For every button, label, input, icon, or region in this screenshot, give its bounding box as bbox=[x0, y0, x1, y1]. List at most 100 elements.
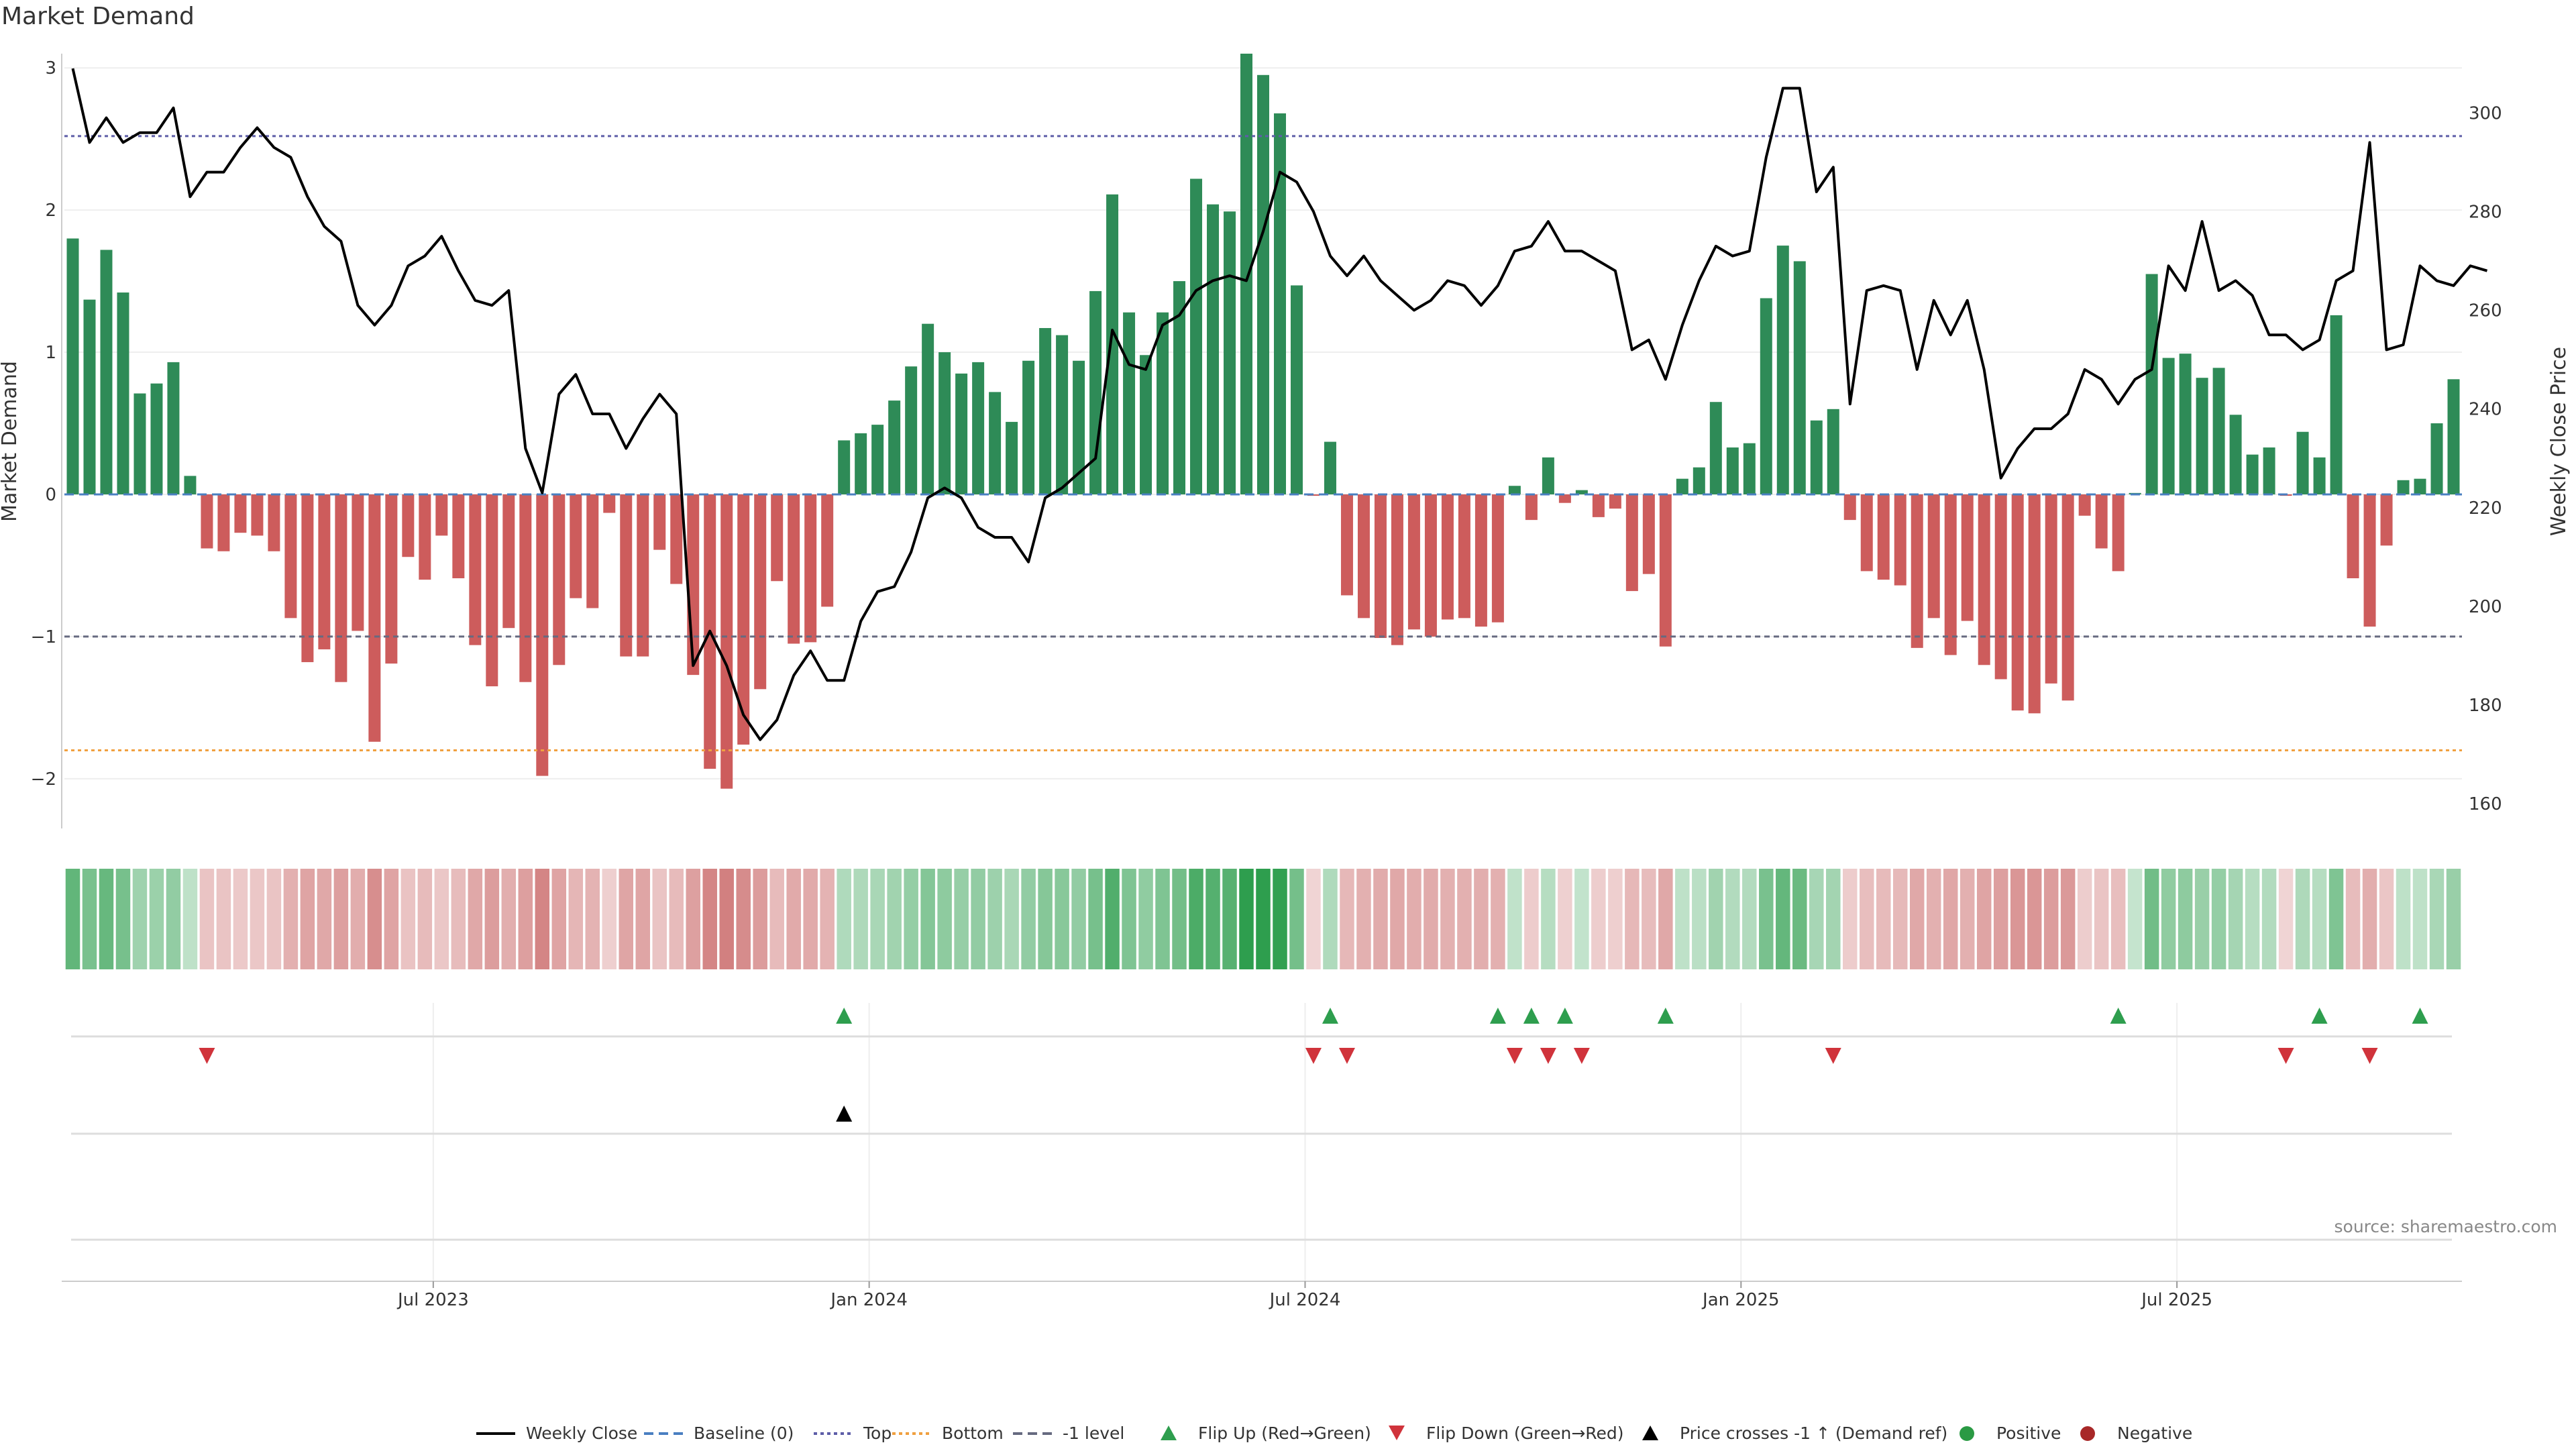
demand-bar bbox=[83, 299, 96, 494]
heat-cell bbox=[551, 869, 567, 969]
y2-tick-label: 200 bbox=[2469, 597, 2502, 617]
heat-cell bbox=[1507, 869, 1522, 969]
legend-label: Negative bbox=[2117, 1424, 2192, 1443]
demand-bar bbox=[2061, 494, 2074, 701]
demand-bar bbox=[1173, 281, 1186, 494]
heat-cell bbox=[2211, 869, 2226, 969]
y-tick-label: 2 bbox=[45, 201, 56, 221]
heat-cell bbox=[1776, 869, 1790, 969]
demand-bar bbox=[1006, 421, 1018, 494]
demand-bar bbox=[2313, 457, 2326, 494]
demand-bar bbox=[1843, 494, 1856, 521]
demand-bar bbox=[2347, 494, 2359, 579]
legend-swatch bbox=[1389, 1426, 1405, 1440]
demand-bar bbox=[2179, 354, 2192, 494]
flip-down-marker bbox=[199, 1048, 215, 1064]
heat-cell bbox=[333, 869, 349, 969]
y2-tick-label: 160 bbox=[2469, 794, 2502, 814]
legend-label: Top bbox=[863, 1424, 892, 1443]
heat-cell bbox=[1004, 869, 1019, 969]
demand-bar bbox=[888, 400, 901, 494]
source-note: source: sharemaestro.com bbox=[2334, 1217, 2558, 1236]
heat-cell bbox=[199, 869, 215, 969]
demand-bar bbox=[2196, 378, 2208, 494]
demand-bar bbox=[2380, 494, 2393, 546]
legend-label: Weekly Close bbox=[526, 1424, 637, 1443]
heat-cell bbox=[1289, 869, 1304, 969]
heat-cell bbox=[568, 869, 584, 969]
demand-bar bbox=[1609, 494, 1621, 509]
heat-cell bbox=[2110, 869, 2126, 969]
flip-up-marker bbox=[2412, 1008, 2428, 1024]
heat-cell bbox=[1541, 869, 1556, 969]
demand-bar bbox=[1357, 494, 1370, 619]
heat-cell bbox=[1491, 869, 1505, 969]
heat-cell bbox=[1809, 869, 1824, 969]
price-cross-marker bbox=[836, 1106, 853, 1122]
heat-cell bbox=[1256, 869, 1271, 969]
legend-swatch bbox=[1642, 1426, 1658, 1440]
demand-bar bbox=[1324, 441, 1336, 494]
x-tick-label: Jul 2025 bbox=[2140, 1290, 2212, 1310]
x-tick-label: Jul 2023 bbox=[396, 1290, 469, 1310]
y-tick-label: −2 bbox=[31, 769, 56, 790]
demand-bar bbox=[989, 392, 1002, 494]
heat-cell bbox=[585, 869, 600, 969]
heat-cell bbox=[769, 869, 784, 969]
demand-bar bbox=[1709, 402, 1722, 494]
flip-up-marker bbox=[1657, 1008, 1674, 1024]
heat-cell bbox=[1172, 869, 1187, 969]
demand-bar bbox=[1592, 494, 1605, 517]
heat-cell bbox=[1088, 869, 1103, 969]
y2-tick-label: 260 bbox=[2469, 301, 2502, 321]
heat-cell bbox=[1390, 869, 1405, 969]
heat-cell bbox=[2178, 869, 2193, 969]
demand-bar bbox=[1257, 74, 1269, 494]
heat-cell bbox=[1892, 869, 1908, 969]
demand-bar bbox=[1407, 494, 1420, 630]
heat-cell bbox=[2312, 869, 2327, 969]
heat-cell bbox=[1038, 869, 1053, 969]
heat-cell bbox=[1625, 869, 1640, 969]
demand-bar bbox=[1978, 494, 1990, 665]
flip-down-marker bbox=[2361, 1048, 2378, 1064]
heat-cell bbox=[1055, 869, 1069, 969]
heat-cell bbox=[1524, 869, 1539, 969]
heat-cell bbox=[417, 869, 433, 969]
heat-cell bbox=[65, 869, 80, 969]
demand-bar bbox=[2296, 431, 2309, 494]
y-axis-title: Market Demand bbox=[0, 361, 21, 522]
demand-bar bbox=[1542, 457, 1554, 494]
heat-cell bbox=[1993, 869, 2008, 969]
demand-bar bbox=[217, 494, 230, 551]
x-tick-label: Jul 2024 bbox=[1269, 1290, 1341, 1310]
demand-bar bbox=[2229, 415, 2242, 494]
demand-bar bbox=[1374, 494, 1387, 639]
demand-bar bbox=[804, 494, 817, 643]
legend-label: Bottom bbox=[942, 1424, 1004, 1443]
heat-cell bbox=[652, 869, 667, 969]
flip-up-marker bbox=[2110, 1008, 2127, 1024]
heat-cell bbox=[803, 869, 818, 969]
weekly-close-line bbox=[71, 68, 2488, 741]
heat-cell bbox=[837, 869, 851, 969]
heat-cell bbox=[753, 869, 767, 969]
heat-cell bbox=[1709, 869, 1723, 969]
y-tick-label: 1 bbox=[45, 343, 56, 363]
heat-cell bbox=[987, 869, 1002, 969]
legend-label: Flip Down (Green→Red) bbox=[1426, 1424, 1624, 1443]
heat-cell bbox=[736, 869, 751, 969]
flip-up-marker bbox=[836, 1008, 853, 1024]
heat-cell bbox=[887, 869, 902, 969]
heat-cell bbox=[669, 869, 684, 969]
demand-bar bbox=[1676, 478, 1688, 494]
heat-cell bbox=[300, 869, 315, 969]
y2-tick-label: 220 bbox=[2469, 498, 2502, 519]
demand-bar bbox=[184, 476, 197, 494]
heat-cell bbox=[1340, 869, 1354, 969]
heat-cell bbox=[115, 869, 131, 969]
demand-bar bbox=[1039, 328, 1052, 494]
heat-cell bbox=[1474, 869, 1489, 969]
heat-cell bbox=[1642, 869, 1656, 969]
